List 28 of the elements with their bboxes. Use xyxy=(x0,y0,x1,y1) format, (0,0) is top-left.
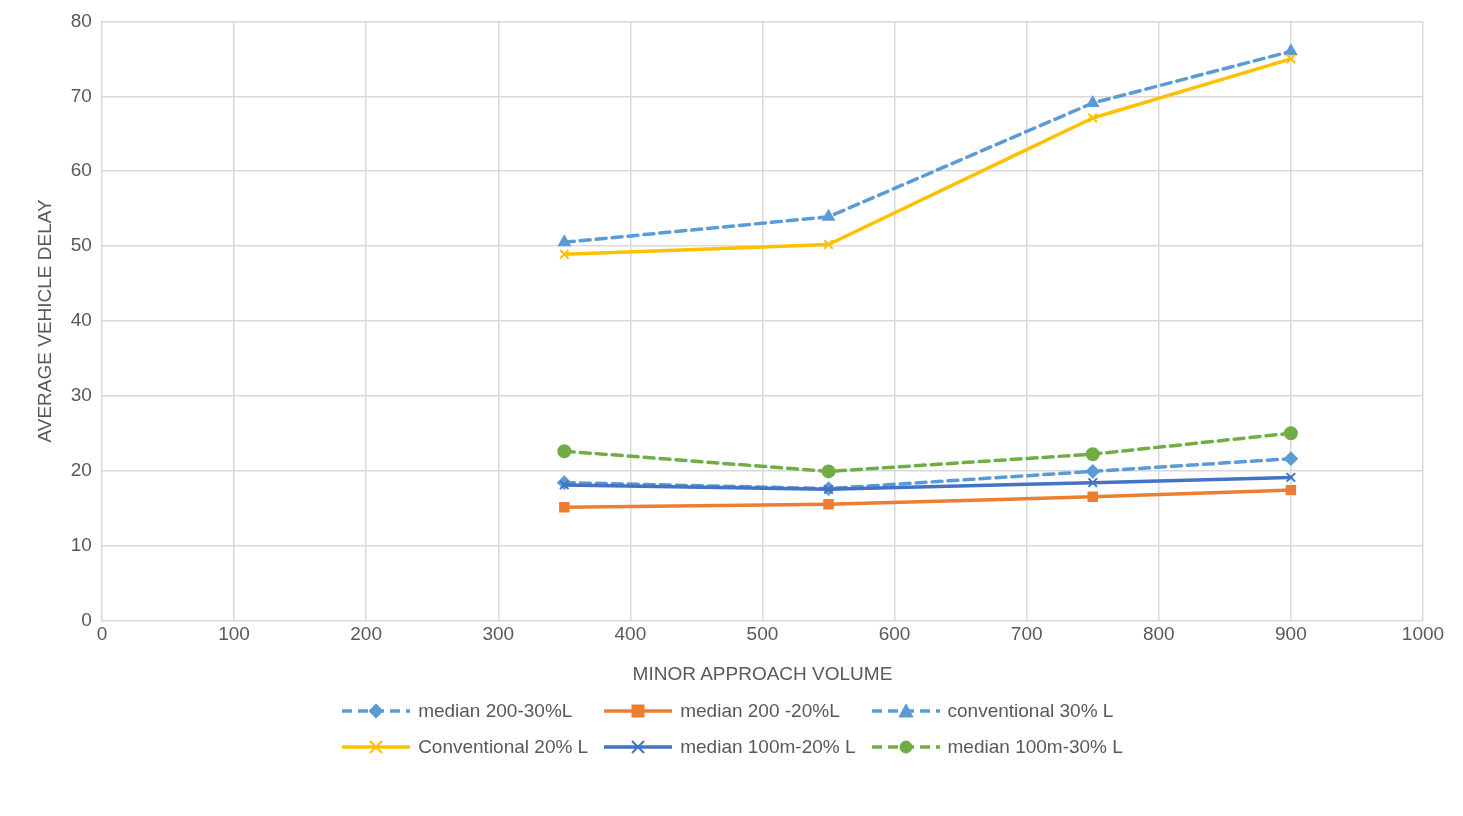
y-tick-label: 50 xyxy=(70,234,92,256)
legend-label: conventional 30% L xyxy=(947,700,1114,722)
x-tick-label: 100 xyxy=(218,623,250,645)
legend-label: Conventional 20% L xyxy=(418,736,589,758)
y-tick-label: 40 xyxy=(70,309,92,331)
y-tick-label: 30 xyxy=(70,384,92,406)
legend-label: median 200 -20%L xyxy=(680,700,840,722)
x-tick-label: 800 xyxy=(1142,623,1175,645)
x-tick-label: 0 xyxy=(96,623,108,645)
y-tick-label: 10 xyxy=(70,533,92,555)
legend-label: median 200-30%L xyxy=(418,700,573,722)
y-tick-label: 80 xyxy=(70,9,92,31)
x-tick-label: 500 xyxy=(746,623,779,645)
legend-label: median 100m-30% L xyxy=(947,736,1123,758)
x-tick-label: 700 xyxy=(1010,623,1043,645)
y-tick-label: 60 xyxy=(70,159,92,181)
y-tick-label: 70 xyxy=(70,84,92,106)
x-tick-label: 600 xyxy=(878,623,911,645)
x-axis-title: MINOR APPROACH VOLUME xyxy=(632,662,893,684)
x-tick-label: 200 xyxy=(350,623,382,645)
y-tick-label: 0 xyxy=(81,608,92,630)
x-tick-label: 400 xyxy=(614,623,647,645)
x-tick-label: 300 xyxy=(482,623,515,645)
legend-label: median 100m-20% L xyxy=(680,736,856,758)
x-tick-label: 900 xyxy=(1275,623,1307,645)
y-axis-title: AVERAGE VEHICLE DELAY xyxy=(33,198,55,443)
x-tick-label: 1000 xyxy=(1401,623,1445,645)
y-tick-label: 20 xyxy=(70,458,92,480)
